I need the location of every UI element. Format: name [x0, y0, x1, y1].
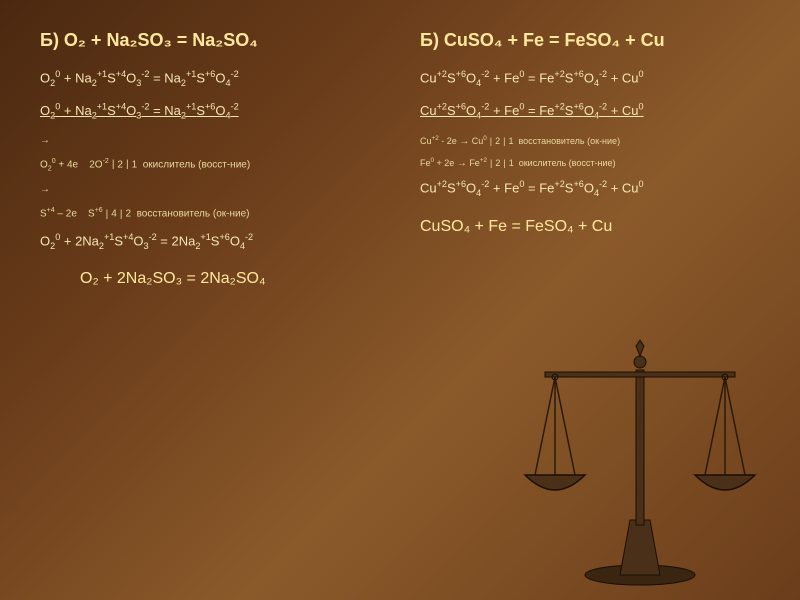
- equation-line: Fe0 + 2e → Fe+2|2|1 окислитель (восст-ни…: [420, 157, 760, 169]
- right-result: CuSO₄ + Fe = FeSO₄ + Cu: [420, 218, 760, 236]
- equation-line: Cu+2S+6O4-2 + Fe0 = Fe+2S+6O4-2 + Cu0: [420, 102, 760, 121]
- equation-line: S+4 – 2e S+6|4|2 восстановитель (ок-ние): [40, 207, 380, 219]
- equation-line: Cu+2S+6O4-2 + Fe0 = Fe+2S+6O4-2 + Cu0: [420, 179, 760, 198]
- right-lines: Cu+2S+6O4-2 + Fe0 = Fe+2S+6O4-2 + Cu0 Cu+…: [420, 69, 760, 198]
- equation-line: O20 + 2Na2+1S+4O3-2 = 2Na2+1S+6O4-2: [40, 232, 380, 251]
- right-column: Б) CuSO₄ + Fe = FeSO₄ + Cu Cu+2S+6O4-2 +…: [420, 30, 760, 288]
- equation-line: →: [40, 184, 380, 195]
- left-title: Б) O₂ + Na₂SO₃ = Na₂SO₄: [40, 30, 380, 51]
- equation-line: O20 + 4e 2O-2|2|1 окислитель (восст-ние): [40, 158, 380, 172]
- left-column: Б) O₂ + Na₂SO₃ = Na₂SO₄ O20 + Na2+1S+4O3…: [40, 30, 380, 288]
- equation-line: →: [40, 135, 380, 146]
- equation-line: O20 + Na2+1S+4O3-2 = Na2+1S+6O4-2: [40, 102, 380, 121]
- equation-line: Cu+2S+6O4-2 + Fe0 = Fe+2S+6O4-2 + Cu0: [420, 69, 760, 88]
- equation-line: O20 + Na2+1S+4O3-2 = Na2+1S+6O4-2: [40, 69, 380, 88]
- balance-scale-icon: [500, 310, 780, 590]
- left-lines: O20 + Na2+1S+4O3-2 = Na2+1S+6O4-2 O20 + N…: [40, 69, 380, 250]
- equation-line: Cu+2 - 2e → Cu0|2|1 восстановитель (ок-н…: [420, 135, 760, 147]
- left-result: O₂ + 2Na₂SO₃ = 2Na₂SO₄: [80, 270, 380, 288]
- right-title: Б) CuSO₄ + Fe = FeSO₄ + Cu: [420, 30, 760, 51]
